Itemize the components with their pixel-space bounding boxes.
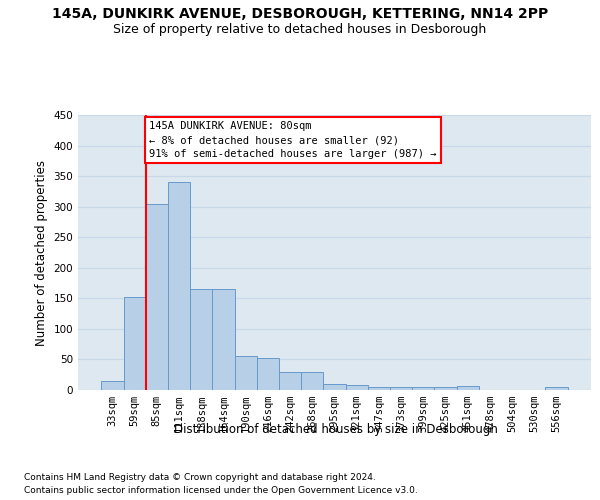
Text: 145A DUNKIRK AVENUE: 80sqm
← 8% of detached houses are smaller (92)
91% of semi-: 145A DUNKIRK AVENUE: 80sqm ← 8% of detac… — [149, 121, 437, 159]
Bar — [545, 387, 568, 390]
Bar — [346, 384, 368, 390]
Bar — [257, 358, 279, 390]
Bar — [190, 289, 212, 390]
Bar — [434, 387, 457, 390]
Text: Contains HM Land Registry data © Crown copyright and database right 2024.: Contains HM Land Registry data © Crown c… — [24, 472, 376, 482]
Bar — [323, 384, 346, 390]
Bar — [146, 204, 168, 390]
Bar — [212, 289, 235, 390]
Bar — [390, 387, 412, 390]
Bar — [457, 386, 479, 390]
Bar — [101, 381, 124, 390]
Bar — [412, 387, 434, 390]
Text: Distribution of detached houses by size in Desborough: Distribution of detached houses by size … — [174, 422, 498, 436]
Text: 145A, DUNKIRK AVENUE, DESBOROUGH, KETTERING, NN14 2PP: 145A, DUNKIRK AVENUE, DESBOROUGH, KETTER… — [52, 8, 548, 22]
Bar — [368, 387, 390, 390]
Text: Size of property relative to detached houses in Desborough: Size of property relative to detached ho… — [113, 22, 487, 36]
Bar — [168, 182, 190, 390]
Bar — [124, 297, 146, 390]
Bar — [235, 356, 257, 390]
Bar — [279, 372, 301, 390]
Y-axis label: Number of detached properties: Number of detached properties — [35, 160, 48, 346]
Bar — [301, 372, 323, 390]
Text: Contains public sector information licensed under the Open Government Licence v3: Contains public sector information licen… — [24, 486, 418, 495]
